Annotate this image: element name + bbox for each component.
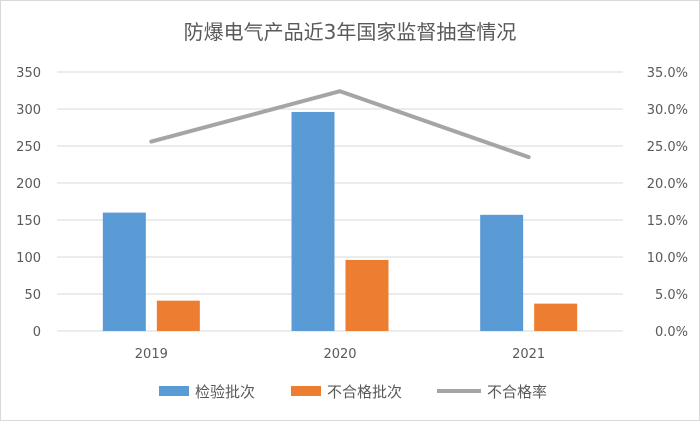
x-tick-label: 2019 — [135, 347, 168, 362]
y-left-tick-label: 300 — [16, 103, 41, 118]
y-axis-left: 0 50 100 150 200 250 300 350 — [16, 66, 41, 340]
bar-failed — [345, 259, 389, 331]
bar-inspected — [291, 111, 335, 332]
y-left-tick-label: 150 — [16, 214, 41, 229]
bar-failed — [156, 300, 200, 331]
x-tick-label: 2021 — [512, 347, 545, 362]
y-right-tick-label: 10.0% — [647, 251, 688, 266]
x-axis: 2019 2020 2021 — [135, 347, 545, 362]
legend-label: 不合格率 — [487, 383, 547, 401]
y-left-tick-label: 0 — [33, 325, 41, 340]
y-left-tick-label: 50 — [24, 288, 41, 303]
y-axis-right: 0.0% 5.0% 10.0% 15.0% 20.0% 25.0% 30.0% 35.0% — [647, 66, 688, 340]
rate-point — [528, 156, 530, 158]
y-right-tick-label: 25.0% — [647, 140, 688, 155]
legend-label: 检验批次 — [195, 383, 255, 401]
rate-point — [150, 141, 152, 143]
y-right-tick-label: 35.0% — [647, 66, 688, 81]
y-right-tick-label: 30.0% — [647, 103, 688, 118]
legend-swatch — [159, 386, 189, 396]
x-tick-label: 2020 — [323, 347, 356, 362]
gridlines — [57, 71, 623, 332]
legend-swatch — [291, 386, 321, 396]
legend: 检验批次 不合格批次 不合格率 — [159, 383, 547, 401]
rate-point — [339, 90, 341, 92]
y-left-tick-label: 100 — [16, 251, 41, 266]
legend-label: 不合格批次 — [327, 383, 402, 401]
rate-line — [149, 89, 531, 160]
rate-line-path — [149, 89, 531, 160]
y-right-tick-label: 0.0% — [655, 325, 688, 340]
chart-title: 防爆电气产品近3年国家监督抽查情况 — [184, 20, 517, 44]
y-right-tick-label: 20.0% — [647, 177, 688, 192]
y-right-tick-label: 5.0% — [655, 288, 688, 303]
y-left-tick-label: 200 — [16, 177, 41, 192]
bar-inspected — [480, 214, 524, 331]
y-right-tick-label: 15.0% — [647, 214, 688, 229]
y-left-tick-label: 350 — [16, 66, 41, 81]
bar-inspected — [102, 212, 146, 331]
bar-failed — [534, 303, 578, 331]
bars — [102, 111, 578, 332]
y-left-tick-label: 250 — [16, 140, 41, 155]
